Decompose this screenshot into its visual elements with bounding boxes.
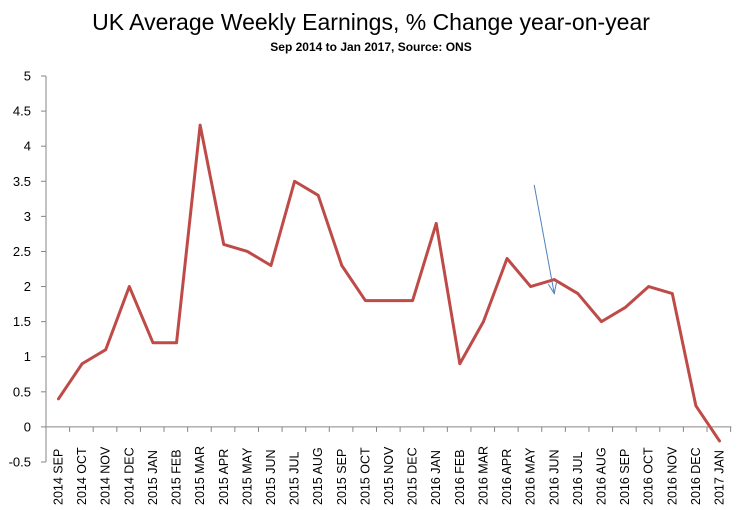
x-tick-label: 2015 MAR: [193, 446, 207, 505]
y-tick-label: 4: [24, 139, 31, 154]
annotation-group: [533, 184, 557, 295]
data-point: [316, 194, 320, 197]
y-tick-label: 5: [24, 69, 31, 84]
data-point: [718, 439, 721, 443]
data-point: [293, 180, 296, 183]
x-tick-label: 2016 NOV: [665, 446, 679, 505]
x-tick-label: 2017 JAN: [713, 450, 727, 505]
x-tick-label: 2014 SEP: [52, 449, 66, 505]
y-tick-label: 3: [24, 209, 31, 224]
data-point: [198, 123, 202, 127]
x-tick-label: 2015 FEB: [170, 449, 184, 505]
x-tick-label: 2016 JAN: [429, 450, 443, 505]
data-point: [387, 299, 391, 302]
y-tick-label: 4.5: [13, 104, 31, 119]
data-point: [340, 264, 343, 267]
x-tick-label: 2016 MAY: [524, 447, 538, 505]
x-tick-label: 2015 SEP: [335, 449, 349, 505]
x-tick-label: 2016 DEC: [689, 447, 703, 505]
x-tick-label: 2014 DEC: [122, 447, 136, 505]
data-point: [175, 341, 178, 344]
data-point: [80, 362, 84, 365]
y-tick-label: 3.5: [13, 174, 31, 189]
data-point: [482, 320, 485, 323]
y-tick-label: 0.5: [13, 384, 31, 399]
data-point: [104, 348, 107, 351]
chart-title: UK Average Weekly Earnings, % Change yea…: [92, 9, 650, 35]
x-tick-label: 2014 NOV: [99, 446, 113, 505]
x-tick-label: 2016 JUN: [547, 449, 561, 505]
y-tick-label: 2.5: [13, 244, 31, 259]
x-tick-label: 2016 JUL: [571, 451, 585, 505]
data-point: [623, 306, 627, 309]
data-point: [222, 243, 225, 246]
x-tick-label: 2016 APR: [500, 449, 514, 505]
x-tick-label: 2014 OCT: [75, 447, 89, 505]
chart-subtitle: Sep 2014 to Jan 2017, Source: ONS: [270, 40, 471, 54]
x-tick-label: 2015 JAN: [146, 450, 160, 505]
data-point: [553, 278, 556, 281]
data-point: [505, 257, 509, 260]
x-tick-label: 2015 AUG: [311, 447, 325, 505]
data-point: [671, 292, 674, 295]
data-point: [246, 250, 249, 253]
data-point: [529, 285, 532, 288]
data-point: [694, 404, 698, 408]
data-point: [128, 285, 131, 288]
data-point: [600, 320, 603, 323]
data-point: [364, 299, 367, 302]
y-tick-label: 1.5: [13, 314, 31, 329]
x-tick-label: 2016 SEP: [618, 449, 632, 505]
x-tick-label: 2015 NOV: [382, 446, 396, 505]
series-group: [57, 123, 721, 443]
series-line: [57, 123, 721, 443]
x-tick-label: 2015 JUL: [288, 451, 302, 505]
x-tick-label: 2016 FEB: [453, 449, 467, 505]
y-tick-label: 1: [24, 349, 31, 364]
y-tick-label: -0.5: [9, 455, 31, 470]
x-tick-label: 2015 JUN: [264, 449, 278, 505]
x-tick-label: 2015 DEC: [406, 447, 420, 505]
annotation-arrowhead: [547, 282, 557, 295]
data-point: [458, 362, 462, 365]
y-axis: 5 4.5 4 3.5 3 2.5 2 1.5 1 0.5 0 -0.5: [9, 69, 47, 470]
x-tick-label: 2016 MAR: [476, 446, 490, 505]
data-point: [411, 299, 414, 302]
x-tick-label: 2015 OCT: [358, 447, 372, 505]
data-point: [435, 222, 438, 225]
x-axis: 2014 SEP 2014 OCT 2014 NOV 2014 DEC 2015 JAN…: [45, 426, 732, 505]
x-tick-label: 2015 APR: [217, 449, 231, 505]
x-tick-label: 2016 OCT: [642, 447, 656, 505]
y-tick-label: 0: [24, 419, 31, 434]
data-point: [647, 285, 650, 288]
x-tick-label: 2015 MAY: [240, 447, 254, 505]
x-tick-label: 2016 AUG: [594, 447, 608, 505]
data-point: [57, 397, 60, 401]
data-point: [151, 341, 155, 344]
data-point: [269, 264, 273, 267]
y-tick-label: 2: [24, 279, 31, 294]
data-point: [576, 292, 580, 295]
annotation-arrow: [533, 184, 555, 294]
